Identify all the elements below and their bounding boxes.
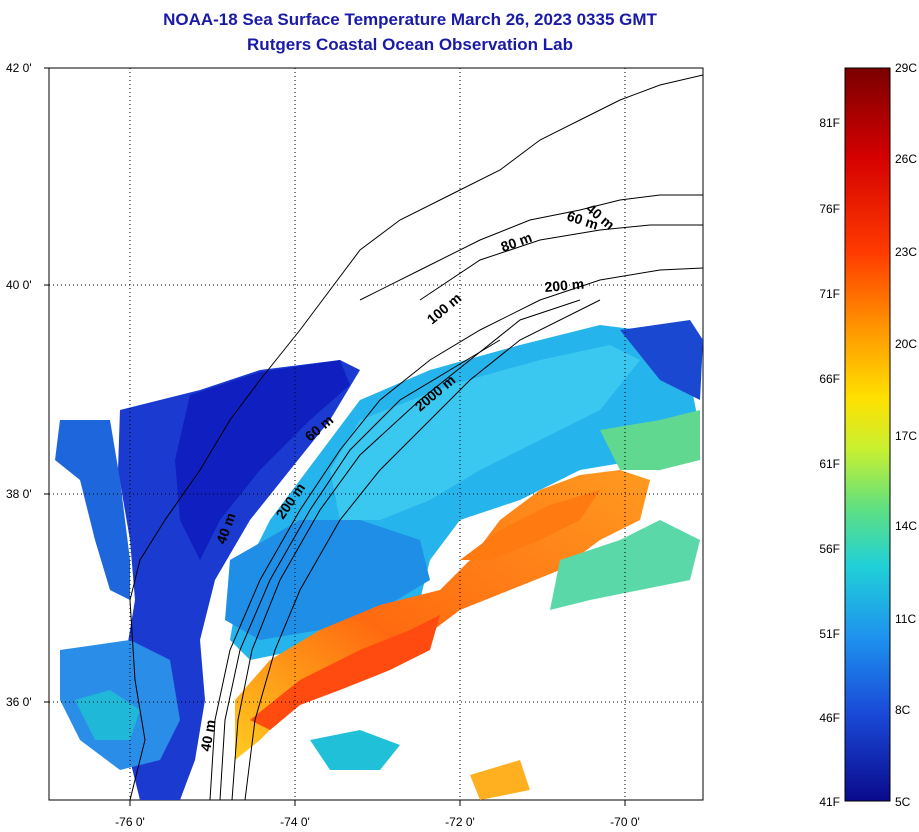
colorbar-fahrenheit-label: 56F — [819, 542, 840, 556]
colorbar-fahrenheit-label: 81F — [819, 116, 840, 130]
map-subtitle: Rutgers Coastal Ocean Observation Lab — [247, 35, 573, 54]
colorbar-celsius-label: 14C — [895, 519, 917, 533]
coastline-contours — [129, 74, 703, 800]
colorbar-celsius-label: 11C — [895, 612, 916, 626]
lon-label: -72 0' — [445, 815, 475, 829]
colorbar-celsius-label: 17C — [895, 429, 917, 443]
depth-label: 200 m — [544, 276, 585, 295]
lat-label: 36 0' — [6, 695, 32, 709]
lon-label: -70 0' — [610, 815, 640, 829]
colorbar-fahrenheit-label: 76F — [819, 202, 840, 216]
colorbar-fahrenheit-label: 71F — [819, 287, 840, 301]
map-title: NOAA-18 Sea Surface Temperature March 26… — [163, 10, 657, 29]
colorbar-celsius-label: 23C — [895, 245, 917, 259]
lon-label: -74 0' — [280, 815, 310, 829]
colorbar-labels: 81F 76F 71F 66F 61F 56F 51F 46F 41F 29C 26C 23C 20C 1… — [819, 61, 917, 809]
colorbar-fahrenheit-label: 41F — [819, 795, 840, 809]
colorbar — [844, 67, 891, 802]
colorbar-celsius-label: 8C — [895, 703, 911, 717]
colorbar-celsius-label: 20C — [895, 337, 917, 351]
colorbar-fahrenheit-label: 61F — [819, 457, 840, 471]
lon-label: -76 0' — [115, 815, 145, 829]
sst-data-layer — [55, 320, 703, 800]
colorbar-celsius-label: 26C — [895, 152, 917, 166]
graticule — [49, 68, 703, 800]
depth-label: 40 m — [197, 718, 218, 752]
colorbar-fahrenheit-label: 51F — [819, 627, 840, 641]
lat-label: 38 0' — [6, 487, 32, 501]
colorbar-fahrenheit-label: 46F — [819, 711, 840, 725]
ticks — [44, 67, 626, 806]
lat-label: 42 0' — [6, 61, 32, 75]
colorbar-celsius-label: 5C — [895, 795, 911, 809]
colorbar-fahrenheit-label: 66F — [819, 372, 840, 386]
lat-label: 40 0' — [6, 278, 32, 292]
colorbar-celsius-label: 29C — [895, 61, 917, 75]
